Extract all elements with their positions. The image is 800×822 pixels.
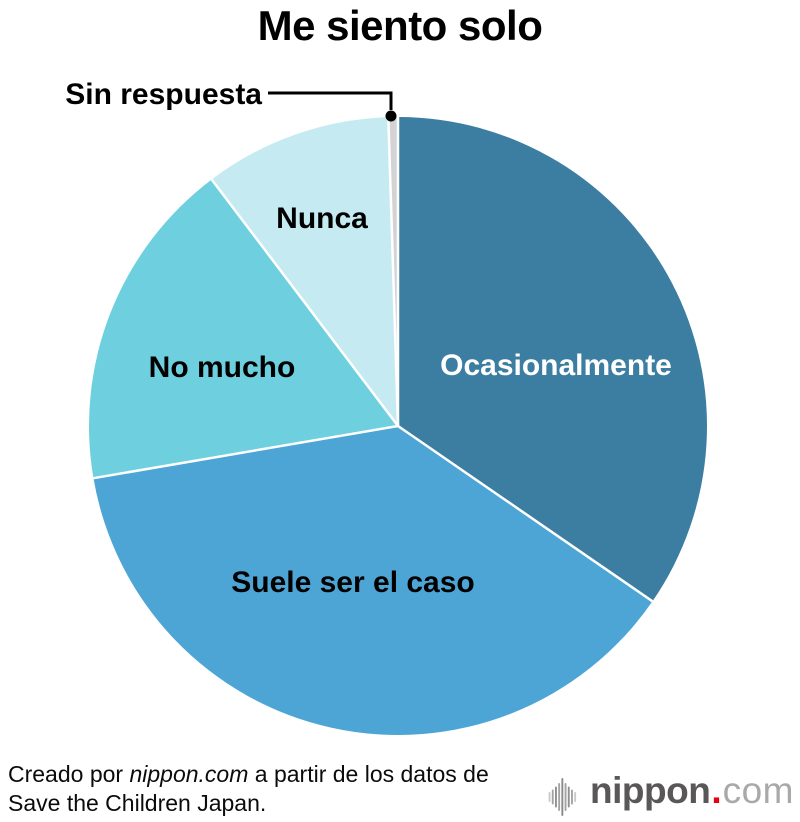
pie-labels: Ocasionalmente Suele ser el caso No much… [149,202,672,599]
soundwave-bars-icon [548,778,577,816]
slice-label-no-mucho: No mucho [149,351,296,384]
nippon-logo-wordmark: nippon [590,770,711,811]
pie-slice-suele-ser-el-caso [93,426,653,735]
slice-separator [210,178,399,427]
pie-slice-no-mucho [89,179,398,479]
pie-separators [93,117,654,603]
footer-credit: Creado por nippon.com a partir de los da… [8,760,568,818]
nippon-logo-dot: . [711,770,722,811]
slice-label-nunca: Nunca [276,202,368,235]
nippon-logo-tld: com [722,770,794,811]
chart-title: Me siento solo [257,2,543,49]
footer-credit-prefix: Creado por [8,761,130,787]
sin-respuesta-callout: Sin respuesta [65,78,397,122]
slice-label-ocasionalmente: Ocasionalmente [440,349,672,382]
callout-line [268,91,393,110]
slice-label-suele-ser-el-caso: Suele ser el caso [231,566,475,599]
nippon-logo: nippon . com [548,770,794,818]
slice-label-sin-respuesta: Sin respuesta [65,78,262,111]
footer-credit-line2: Save the Children Japan. [8,790,267,816]
slice-separator [387,117,400,427]
footer-credit-suffix: a partir de los datos de [248,761,489,787]
footer-credit-brand: nippon.com [129,761,249,787]
callout-dot [385,110,397,122]
pie-slice-ocasionalmente [398,117,708,602]
slice-separator [93,424,399,480]
pie-slices [89,116,708,735]
slice-separator [397,424,654,603]
pie-slice-nunca [211,117,398,427]
footer-credit-line1: Creado por nippon.com a partir de los da… [8,760,568,789]
